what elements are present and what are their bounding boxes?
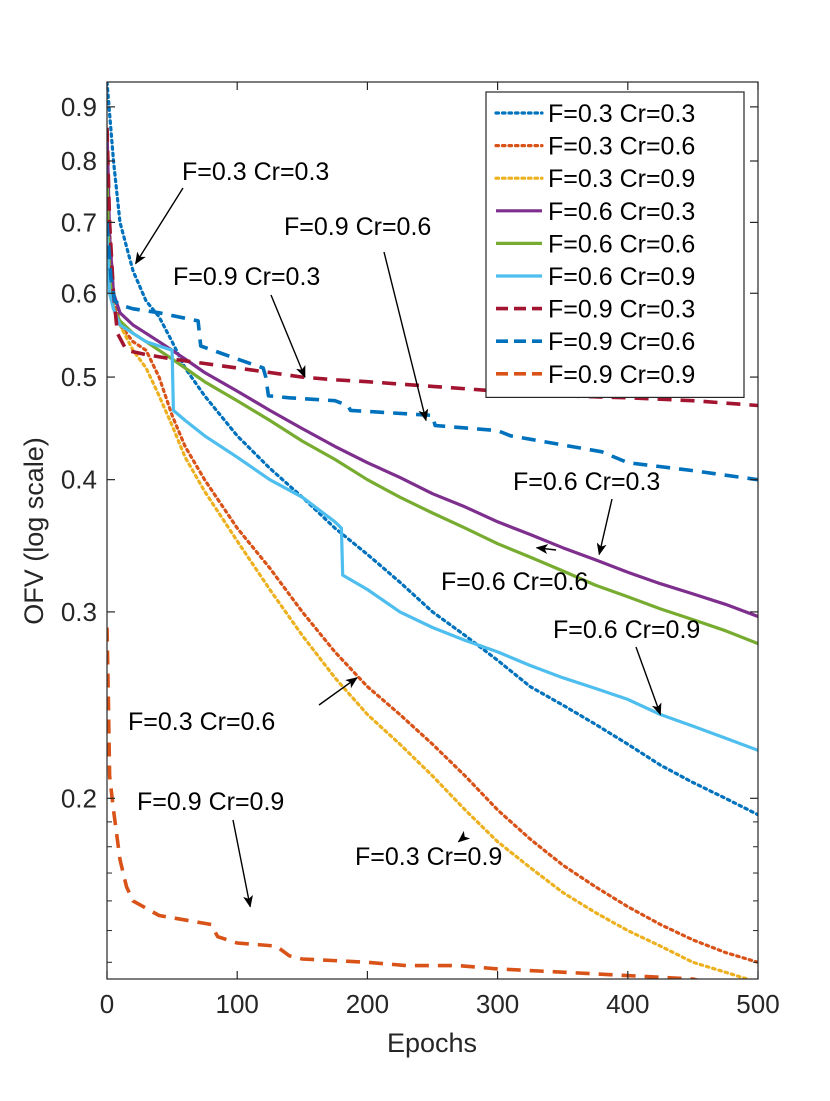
annotation-label-f-0-3-cr-0-3: F=0.3 Cr=0.3 — [182, 158, 329, 186]
series-line-f-0-6-cr-0-3 — [107, 127, 758, 618]
axes-layer: 0 100 200 300 400 500 0.2 0.3 0.4 0.5 0.6 0.7 0.8 0.9 — [61, 81, 780, 1019]
annotation-arrows — [135, 187, 662, 908]
legend-label-f-0-6-cr-0-3: F=0.6 Cr=0.3 — [548, 198, 695, 226]
legend-label-f-0-3-cr-0-6: F=0.3 Cr=0.6 — [548, 133, 695, 161]
annotation-arrow-f-0-6-cr-0-6 — [535, 544, 557, 554]
legend-label-f-0-9-cr-0-6: F=0.9 Cr=0.6 — [548, 328, 695, 356]
annotation-arrow-f-0-6-cr-0-9 — [635, 646, 662, 716]
series-line-f-0-3-cr-0-9 — [107, 220, 753, 979]
annotation-arrow-f-0-3-cr-0-6 — [318, 677, 358, 706]
y-tick-label: 0.5 — [61, 362, 97, 392]
legend-label-f-0-3-cr-0-9: F=0.3 Cr=0.9 — [548, 165, 695, 193]
annotation-labels: F=0.3 Cr=0.3 F=0.9 Cr=0.6 F=0.9 Cr=0.3 F=0.… — [128, 158, 700, 871]
annotation-label-f-0-9-cr-0-3: F=0.9 Cr=0.3 — [173, 263, 320, 291]
legend-label-f-0-6-cr-0-6: F=0.6 Cr=0.6 — [548, 230, 695, 258]
legend-label-f-0-9-cr-0-3: F=0.9 Cr=0.3 — [548, 296, 695, 324]
y-tick-label: 0.4 — [61, 465, 97, 495]
series-line-f-0-9-cr-0-3 — [107, 127, 758, 408]
y-axis-title: OFV (log scale) — [19, 437, 49, 625]
x-tick-label: 500 — [736, 989, 779, 1019]
series-line-f-0-9-cr-0-9 — [107, 627, 701, 979]
series-line-f-0-3-cr-0-6 — [107, 189, 758, 964]
y-tick-label: 0.3 — [61, 597, 97, 627]
annotation-arrow-f-0-6-cr-0-3 — [596, 498, 613, 556]
x-tick-label: 200 — [346, 989, 389, 1019]
annotation-arrow-f-0-9-cr-0-3 — [270, 294, 306, 379]
y-tick-label: 0.2 — [61, 783, 97, 813]
annotation-label-f-0-9-cr-0-6: F=0.9 Cr=0.6 — [284, 213, 431, 241]
legend-label-f-0-9-cr-0-9: F=0.9 Cr=0.9 — [548, 361, 695, 389]
axes-box — [106, 81, 759, 980]
legend-label-f-0-6-cr-0-9: F=0.6 Cr=0.9 — [548, 263, 695, 291]
annotation-arrow-f-0-9-cr-0-9 — [232, 819, 253, 908]
annotation-label-f-0-6-cr-0-3: F=0.6 Cr=0.3 — [513, 468, 660, 496]
series-layer — [107, 82, 758, 979]
y-tick-label: 0.9 — [61, 92, 97, 122]
x-tick-label: 100 — [216, 989, 259, 1019]
annotation-arrow-f-0-3-cr-0-3 — [135, 187, 184, 265]
annotation-label-f-0-3-cr-0-6: F=0.3 Cr=0.6 — [128, 708, 275, 736]
x-tick-label: 300 — [476, 989, 519, 1019]
x-tick-label: 400 — [606, 989, 649, 1019]
series-line-f-0-3-cr-0-3 — [107, 82, 758, 817]
y-tick-label: 0.8 — [61, 146, 97, 176]
series-line-f-0-9-cr-0-6 — [107, 222, 758, 482]
x-axis-title: Epochs — [387, 1028, 477, 1058]
annotation-label-f-0-6-cr-0-9: F=0.6 Cr=0.9 — [553, 616, 700, 644]
annotation-label-f-0-3-cr-0-9: F=0.3 Cr=0.9 — [355, 843, 502, 871]
series-line-f-0-6-cr-0-9 — [107, 235, 758, 752]
annotation-label-f-0-6-cr-0-6: F=0.6 Cr=0.6 — [441, 568, 588, 596]
y-tick-label: 0.6 — [61, 278, 97, 308]
y-tick-label: 0.7 — [61, 207, 97, 237]
x-tick-label: 0 — [100, 989, 114, 1019]
annotation-arrow-f-0-9-cr-0-6 — [383, 251, 429, 422]
legend: F=0.3 Cr=0.3 F=0.3 Cr=0.6 F=0.3 Cr=0.9 F=0.… — [485, 91, 745, 398]
legend-label-f-0-3-cr-0-3: F=0.3 Cr=0.3 — [548, 100, 695, 128]
annotation-arrow-f-0-3-cr-0-9 — [457, 830, 471, 843]
annotation-label-f-0-9-cr-0-9: F=0.9 Cr=0.9 — [137, 788, 284, 816]
